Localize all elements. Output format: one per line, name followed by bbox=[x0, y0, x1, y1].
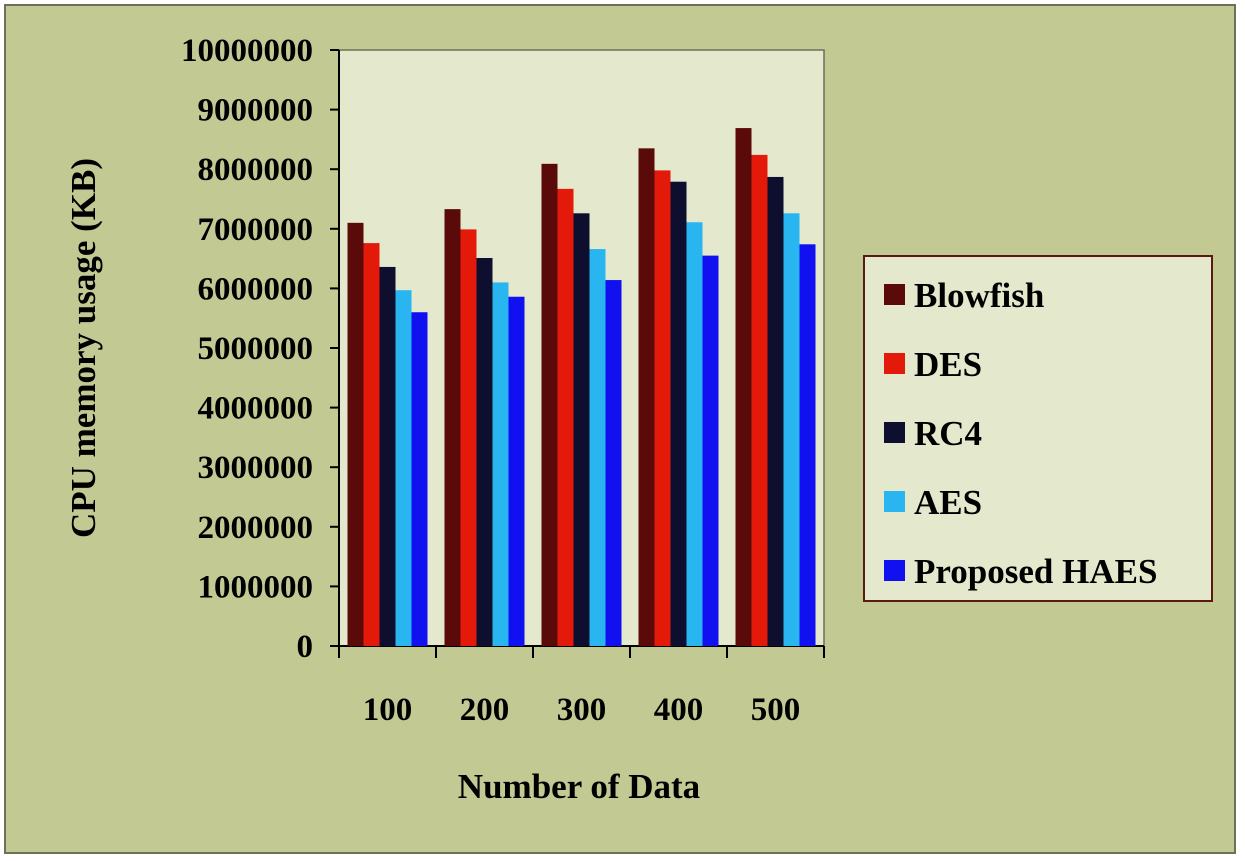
legend-swatch bbox=[884, 560, 905, 581]
legend-swatch bbox=[884, 491, 905, 512]
x-tick-label: 200 bbox=[460, 692, 510, 728]
legend-label: RC4 bbox=[914, 414, 982, 453]
x-axis-label: Number of Data bbox=[458, 767, 700, 806]
bar-des-200 bbox=[460, 229, 477, 646]
y-tick-label: 6000000 bbox=[198, 271, 314, 307]
bar-des-500 bbox=[751, 154, 768, 646]
bar-des-300 bbox=[557, 188, 574, 647]
y-tick-label: 10000000 bbox=[181, 33, 313, 69]
bar-blowfish-400 bbox=[638, 148, 655, 646]
bar-proposed-haes-300 bbox=[605, 280, 622, 646]
bar-des-400 bbox=[654, 170, 671, 646]
bars bbox=[347, 128, 816, 647]
legend-label: Blowfish bbox=[914, 276, 1044, 315]
x-tick-label: 500 bbox=[751, 692, 801, 728]
y-axis: 0 1000000 2000000 3000000 4000000 5000000 6000… bbox=[181, 33, 340, 665]
bar-aes-300 bbox=[589, 249, 606, 646]
bar-proposed-haes-100 bbox=[411, 312, 428, 646]
legend: Blowfish DES RC4 AES Proposed HAES bbox=[863, 255, 1213, 602]
bar-proposed-haes-400 bbox=[702, 255, 719, 646]
y-tick-label: 8000000 bbox=[198, 152, 314, 188]
legend-label: DES bbox=[914, 345, 982, 384]
bar-rc4-200 bbox=[476, 258, 493, 646]
legend-box bbox=[863, 255, 1213, 602]
y-tick-label: 5000000 bbox=[198, 331, 314, 367]
x-tick-label: 300 bbox=[557, 692, 607, 728]
bar-blowfish-500 bbox=[735, 128, 752, 647]
legend-swatch bbox=[884, 353, 905, 374]
bar-des-100 bbox=[363, 243, 380, 646]
bar-aes-400 bbox=[686, 222, 703, 646]
bar-aes-200 bbox=[492, 282, 509, 646]
x-tick-label: 400 bbox=[654, 692, 704, 728]
bar-aes-500 bbox=[783, 213, 800, 646]
y-tick-label: 7000000 bbox=[198, 212, 314, 248]
bar-rc4-100 bbox=[379, 266, 396, 646]
bar-proposed-haes-500 bbox=[799, 244, 816, 646]
y-tick-label: 9000000 bbox=[198, 93, 314, 129]
bar-blowfish-100 bbox=[347, 222, 364, 646]
legend-swatch bbox=[884, 422, 905, 443]
bar-proposed-haes-200 bbox=[508, 296, 525, 646]
x-tick-label: 100 bbox=[363, 692, 413, 728]
legend-label: Proposed HAES bbox=[914, 552, 1157, 591]
y-tick-label: 1000000 bbox=[198, 569, 314, 605]
y-tick-label: 4000000 bbox=[198, 391, 314, 427]
y-tick-label: 0 bbox=[297, 629, 314, 665]
y-tick-label: 2000000 bbox=[198, 510, 314, 546]
bar-rc4-300 bbox=[573, 213, 590, 646]
y-tick-label: 3000000 bbox=[198, 450, 314, 486]
bar-aes-100 bbox=[395, 290, 412, 646]
legend-label: AES bbox=[914, 483, 982, 522]
x-axis: 100 200 300 400 500 bbox=[338, 645, 825, 728]
bar-blowfish-200 bbox=[444, 209, 461, 646]
legend-swatch bbox=[884, 284, 905, 305]
bar-rc4-400 bbox=[670, 181, 687, 646]
y-axis-label: CPU memory usage (KB) bbox=[64, 158, 103, 538]
bar-blowfish-300 bbox=[541, 163, 558, 646]
bar-rc4-500 bbox=[767, 176, 784, 646]
